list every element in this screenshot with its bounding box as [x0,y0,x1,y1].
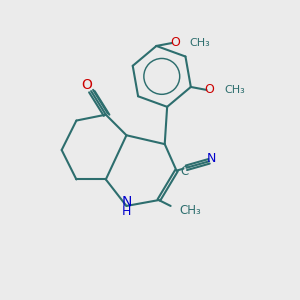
Text: N: N [121,194,132,208]
Text: CH₃: CH₃ [224,85,245,95]
Text: CH₃: CH₃ [190,38,210,48]
Text: CH₃: CH₃ [179,204,201,217]
Text: N: N [206,152,216,165]
Text: O: O [170,36,180,49]
Text: O: O [81,78,92,92]
Text: O: O [204,83,214,96]
Text: H: H [122,205,131,218]
Text: C: C [181,165,189,178]
